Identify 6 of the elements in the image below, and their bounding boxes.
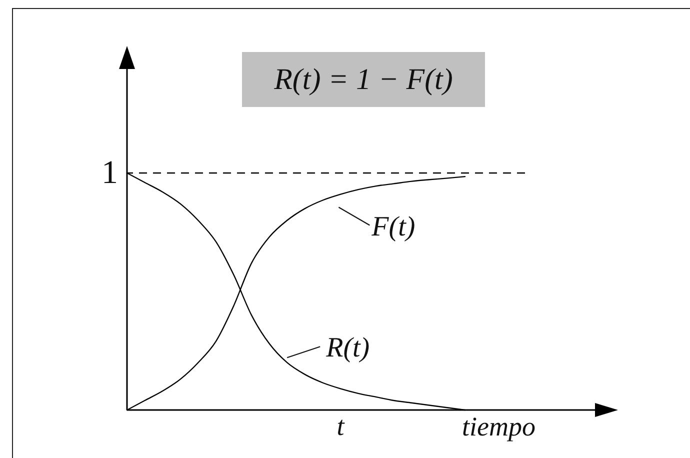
series-label: F(t) bbox=[370, 211, 416, 242]
text: t bbox=[336, 411, 346, 441]
series-label: R(t) bbox=[325, 332, 370, 364]
x-axis-title: tiempo bbox=[462, 412, 536, 442]
chart-title: R(t) = 1 − F(t) bbox=[242, 52, 485, 107]
ref-line-label: 1 bbox=[102, 155, 118, 191]
